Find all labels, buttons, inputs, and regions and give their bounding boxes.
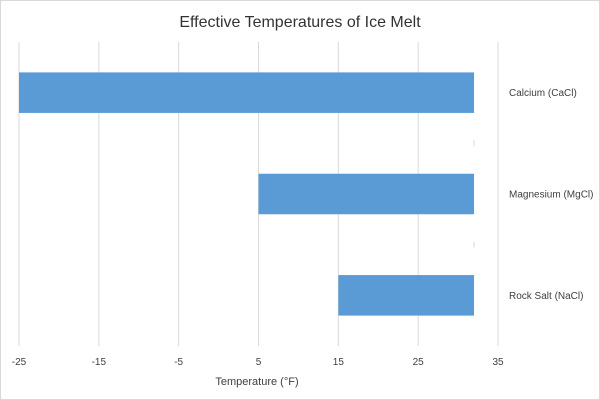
x-tick-label-0: -25 [12,357,27,368]
chart-title: Effective Temperatures of Ice Melt [179,14,421,31]
x-tick-label-2: -5 [174,357,183,368]
bar-0 [19,72,475,113]
bars [19,72,475,316]
category-labels: Calcium (CaCl) Magnesium (MgCl) Rock Salt … [509,88,593,302]
category-label-0: Calcium (CaCl) [509,88,577,99]
x-tick-label-4: 15 [333,357,345,368]
category-label-2: Rock Salt (NaCl) [509,291,583,302]
x-tick-labels: -25 -15 -5 5 15 25 35 [12,357,504,368]
x-tick-label-1: -15 [92,357,107,368]
x-tick-label-3: 5 [256,357,262,368]
bar-1 [258,173,475,215]
x-tick-label-6: 35 [492,357,504,368]
category-label-1: Magnesium (MgCl) [509,190,593,201]
x-tick-label-5: 25 [413,357,425,368]
bar-2 [338,275,475,316]
x-axis-label: Temperature (°F) [215,376,298,388]
